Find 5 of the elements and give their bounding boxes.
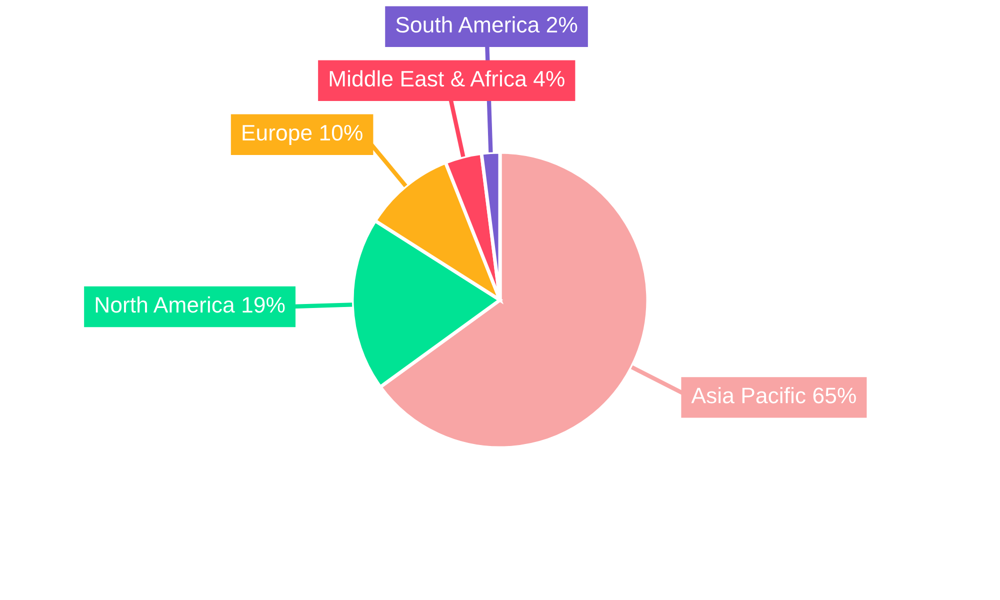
slice-label: North America 19% <box>96 296 285 313</box>
slice-label: South America 2% <box>396 16 578 33</box>
slice-label: Europe 10% <box>242 124 362 146</box>
slice-label: Middle East & Africa 4% <box>330 70 564 87</box>
slice-label: Asia Pacific 65% <box>691 387 856 404</box>
